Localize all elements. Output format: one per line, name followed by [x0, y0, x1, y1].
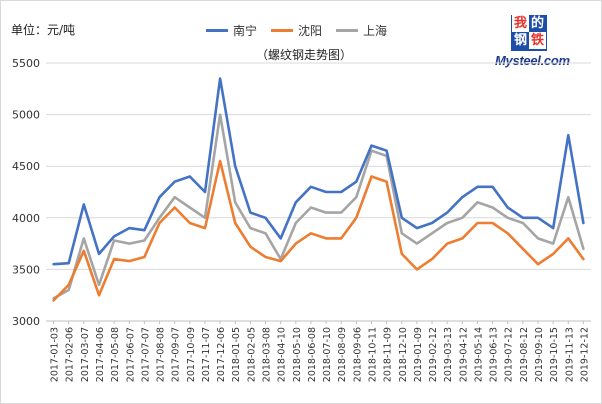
x-tick-label: 2019-04-12 — [458, 327, 469, 382]
x-tick-label: 2017-04-06 — [95, 327, 106, 382]
x-tick-label: 2017-12-06 — [216, 327, 227, 382]
x-tick-label: 2017-07-07 — [140, 327, 151, 382]
legend-item-nanning: 南宁 — [206, 22, 257, 39]
series-line-0 — [52, 77, 585, 266]
x-tick-label: 2018-07-10 — [322, 327, 333, 382]
y-tick-label: 5500 — [12, 57, 40, 70]
x-tick-label: 2018-11-09 — [383, 327, 394, 382]
x-tick-label: 2017-02-06 — [65, 327, 76, 382]
unit-label: 单位：元/吨 — [11, 23, 76, 37]
x-tick-label: 2019-09-10 — [534, 327, 545, 382]
chart-subtitle: （螺纹钢走势图） — [256, 48, 353, 62]
x-tick-label: 2018-03-08 — [262, 327, 273, 382]
x-tick-label: 2018-06-08 — [307, 327, 318, 382]
logo-cell: 我 — [512, 15, 529, 32]
logo-cell: 的 — [530, 16, 544, 31]
x-tick-label: 2018-05-10 — [292, 327, 303, 382]
legend-label-shenyang: 沈阳 — [298, 24, 323, 38]
x-tick-label: 2017-05-08 — [110, 327, 121, 382]
legend-item-shenyang: 沈阳 — [271, 22, 322, 39]
x-tick-label: 2019-02-12 — [428, 327, 439, 382]
y-tick-label: 3000 — [12, 315, 40, 328]
y-tick-label: 4000 — [12, 212, 40, 225]
legend-label-nanning: 南宁 — [233, 24, 258, 38]
x-tick-label: 2018-04-10 — [277, 327, 288, 382]
y-tick-label: 4500 — [12, 160, 40, 173]
x-tick-label: 2017-08-08 — [156, 327, 167, 382]
x-tick-label: 2019-11-13 — [564, 327, 575, 382]
x-tick-label: 2019-12-12 — [579, 327, 590, 382]
x-tick-label: 2018-12-10 — [398, 327, 409, 382]
series-line-2 — [52, 113, 585, 300]
x-tick-label: 2019-01-09 — [413, 327, 424, 382]
x-tick-label: 2017-06-07 — [125, 327, 136, 382]
x-tick-label: 2019-03-13 — [443, 327, 454, 382]
series-line-1 — [52, 159, 585, 302]
x-tick-label: 2018-10-11 — [367, 327, 378, 382]
x-tick-label: 2019-06-13 — [489, 327, 500, 382]
x-tick-label: 2017-03-07 — [80, 327, 91, 382]
x-tick-label: 2018-09-06 — [352, 327, 363, 382]
x-tick-label: 2019-08-12 — [519, 327, 530, 382]
logo-cell: 铁 — [529, 32, 546, 49]
x-tick-label: 2018-02-05 — [246, 327, 257, 382]
x-tick-label: 2019-10-15 — [549, 327, 560, 382]
mysteel-logo: 我的 钢铁 Mysteel.com — [495, 15, 579, 69]
logo-text: Mysteel.com — [495, 53, 570, 68]
legend-swatch-nanning — [206, 29, 228, 32]
x-tick-label: 2017-01-03 — [50, 327, 61, 382]
logo-cell: 钢 — [513, 33, 527, 48]
y-tick-label: 5000 — [12, 109, 40, 122]
legend-item-shanghai: 上海 — [336, 22, 387, 39]
x-tick-label: 2018-01-05 — [231, 327, 242, 382]
x-tick-label: 2019-05-14 — [473, 327, 484, 382]
legend-swatch-shenyang — [271, 29, 294, 32]
x-tick-label: 2017-11-07 — [201, 327, 212, 382]
x-tick-label: 2017-09-07 — [171, 327, 182, 382]
x-tick-label: 2017-10-09 — [186, 327, 197, 382]
x-tick-label: 2018-08-09 — [337, 327, 348, 382]
legend-label-shanghai: 上海 — [363, 24, 388, 38]
x-tick-label: 2019-07-12 — [504, 327, 515, 382]
legend-swatch-shanghai — [336, 29, 359, 32]
y-tick-label: 3500 — [12, 263, 40, 276]
logo-block: 我的 钢铁 — [511, 15, 547, 51]
legend: 南宁 沈阳 上海 — [206, 22, 387, 39]
